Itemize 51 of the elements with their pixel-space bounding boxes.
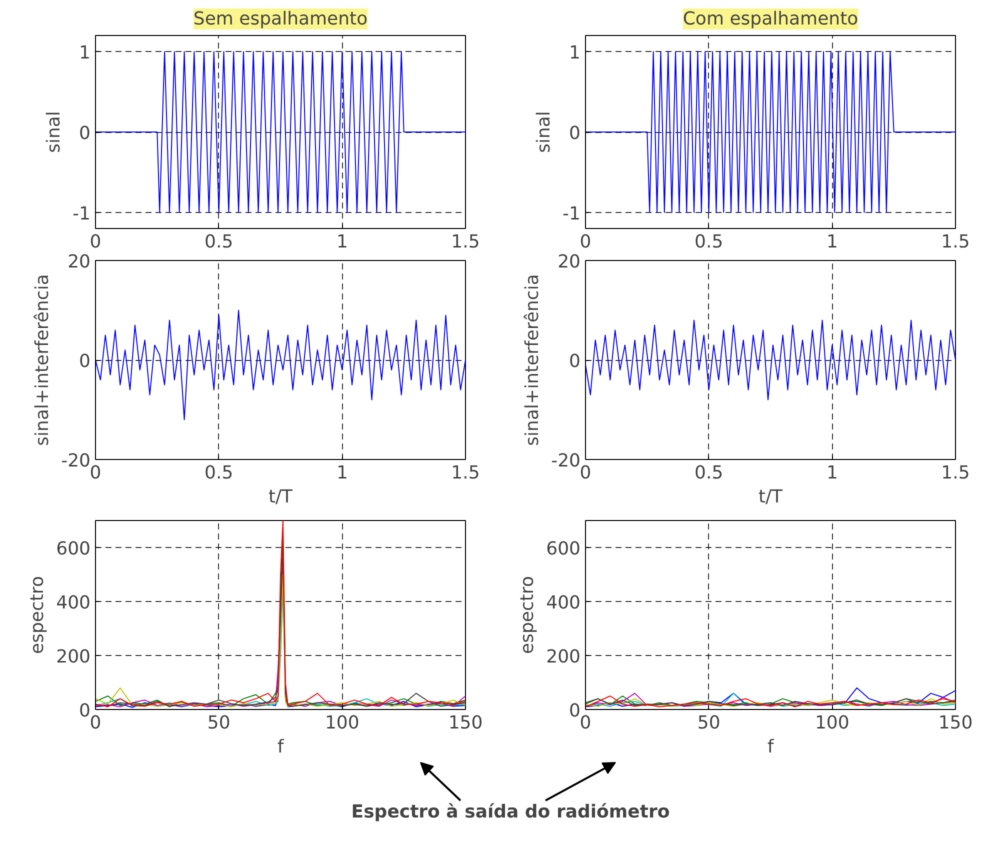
y-axis-title: sinal+interferência [522, 274, 544, 446]
x-tick-label: 150 [448, 712, 483, 734]
x-tick-label: 1 [336, 462, 348, 484]
x-tick-label: 150 [938, 712, 973, 734]
chart-title: Sem espalhamento [193, 8, 368, 30]
y-tick-label: 600 [546, 538, 581, 560]
x-tick-label: 1 [826, 232, 838, 252]
x-axis-title: f [277, 736, 284, 758]
x-tick-label: 50 [697, 712, 720, 734]
y-axis-title: espectro [27, 576, 48, 654]
text: Espectro à saída do radiómetro [351, 802, 670, 822]
x-axis-title: f [767, 736, 774, 758]
y-tick-label: 400 [56, 592, 91, 614]
y-tick-label: -1 [562, 203, 581, 224]
x-tick-label: 100 [324, 712, 360, 734]
x-tick-label: 0.5 [694, 462, 724, 484]
y-axis-title: sinal [44, 111, 65, 153]
y-axis-title: espectro [517, 576, 538, 654]
x-tick-label: 1.5 [451, 462, 480, 484]
y-tick-label: 20 [558, 252, 580, 272]
y-tick-label: 0 [569, 123, 580, 144]
y-tick-label: 0 [79, 351, 90, 372]
y-tick-label: -1 [72, 203, 91, 224]
x-tick-label: 50 [207, 712, 230, 734]
x-tick-label: 1.5 [941, 462, 970, 484]
x-axis-title: t/T [758, 486, 784, 508]
x-tick-label: 1.5 [451, 232, 480, 252]
y-tick-label: 1 [569, 42, 580, 64]
y-tick-label: 0 [569, 351, 580, 372]
y-tick-label: 600 [56, 538, 91, 560]
y-tick-label: -20 [61, 450, 91, 472]
y-axis-title: sinal [534, 111, 555, 153]
y-tick-label: -20 [551, 450, 581, 472]
x-tick-label: 0.5 [204, 462, 234, 484]
x-tick-label: 1 [826, 462, 838, 484]
y-tick-label: 200 [56, 646, 91, 668]
y-tick-label: 400 [546, 592, 581, 614]
x-tick-label: 1 [336, 232, 348, 252]
line-series [586, 320, 956, 400]
x-tick-label: 100 [814, 712, 850, 734]
x-tick-label: 0.5 [694, 232, 724, 252]
y-tick-label: 20 [68, 252, 90, 272]
y-axis-title: sinal+interferência [32, 274, 54, 446]
line-series [96, 310, 466, 420]
x-axis-title: t/T [268, 486, 294, 508]
chart-title: Com espalhamento [682, 8, 858, 30]
y-tick-label: 0 [79, 123, 90, 144]
x-tick-label: 0.5 [204, 232, 234, 252]
x-tick-label: 1.5 [941, 232, 970, 252]
y-tick-label: 1 [79, 42, 90, 64]
y-tick-label: 200 [546, 646, 581, 668]
